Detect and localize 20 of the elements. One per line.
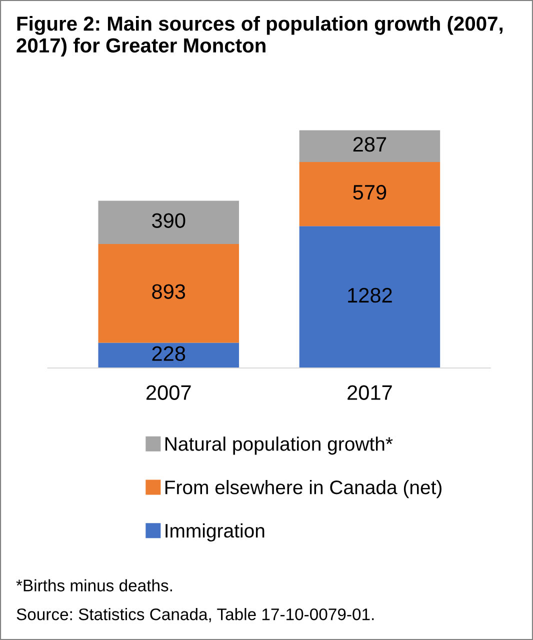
data-label: 579: [353, 184, 386, 200]
legend-label: From elsewhere in Canada (net): [165, 480, 442, 498]
legend-label: Natural population growth*: [165, 436, 393, 455]
bar: [98, 200, 239, 244]
legend-label: Immigration: [166, 523, 264, 542]
data-label: 893: [152, 284, 186, 299]
bar: [98, 244, 239, 343]
data-label: 228: [152, 346, 186, 361]
x-tick-label: 2017: [348, 385, 392, 400]
chart-title: Figure 2: Main sources of population growth (2007, 2017) for Greater Moncton: [16, 16, 502, 57]
bar: [299, 226, 440, 368]
source-note: Source: Statistics Canada, Table 17-10-0079-01.: [16, 608, 374, 622]
data-label: 390: [152, 213, 186, 228]
data-label: 287: [353, 137, 386, 152]
x-tick-label: 2007: [146, 385, 191, 400]
bar: [299, 130, 440, 162]
bar: [98, 342, 239, 368]
data-label: 1282: [348, 288, 392, 303]
text: *Births minus deaths.: [16, 579, 172, 592]
bar: [299, 162, 440, 226]
